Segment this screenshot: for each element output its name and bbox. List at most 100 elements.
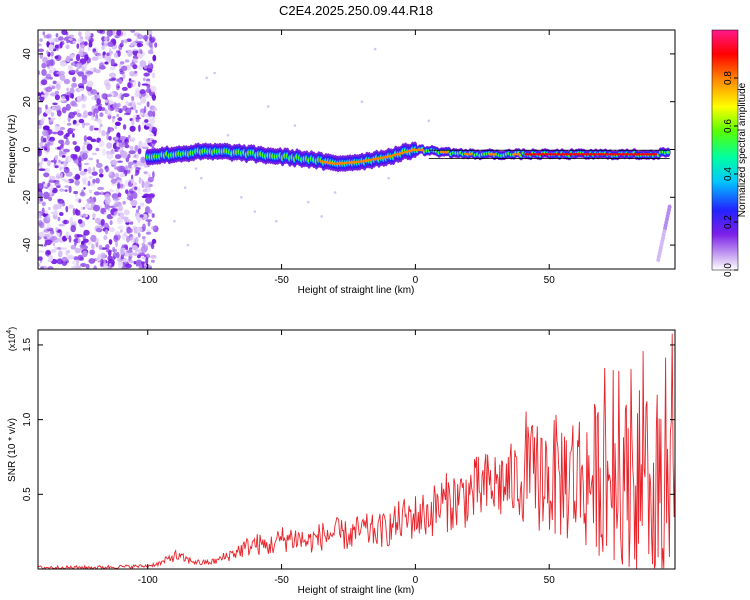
noise-blob [55, 83, 60, 89]
noise-blob [76, 62, 80, 71]
noise-blob [110, 159, 118, 166]
noise-blob [59, 188, 65, 192]
sparse-point [186, 243, 190, 247]
noise-blob [107, 126, 111, 134]
noise-blob [151, 93, 156, 101]
sparse-point [226, 133, 230, 137]
noise-blob [126, 249, 133, 253]
ridge-peak [552, 153, 557, 156]
noise-blob [48, 254, 54, 262]
ridge-peak [347, 161, 352, 164]
noise-blob [151, 117, 157, 120]
noise-blob [76, 112, 82, 118]
noise-blob [52, 80, 57, 85]
noise-blob [61, 147, 65, 151]
noise-blob [137, 81, 141, 88]
noise-blob [145, 219, 153, 222]
noise-blob [38, 263, 41, 267]
ridge-peak [355, 160, 360, 164]
noise-blob [69, 58, 74, 62]
noise-blob [52, 242, 56, 247]
noise-blob [79, 44, 86, 49]
noise-blob [135, 259, 143, 267]
noise-blob [118, 79, 123, 85]
noise-blob [100, 93, 107, 100]
noise-blob [91, 243, 95, 250]
noise-blob [140, 96, 147, 104]
noise-blob [119, 247, 125, 255]
colorbar-tick-label: 0.2 [723, 215, 734, 229]
noise-blob [106, 30, 113, 37]
noise-blob [59, 62, 67, 67]
noise-blob [152, 171, 155, 179]
noise-blob [83, 168, 88, 172]
noise-blob [117, 261, 124, 269]
noise-blob [51, 105, 55, 109]
noise-blob [114, 201, 118, 205]
noise-blob [79, 191, 86, 197]
ridge-peak [399, 151, 405, 155]
noise-blob [90, 138, 97, 143]
noise-blob [42, 31, 46, 36]
ridge-peak [387, 155, 393, 158]
noise-blob [145, 80, 152, 84]
noise-blob [76, 109, 80, 115]
noise-blob [124, 138, 129, 142]
noise-blob [77, 38, 84, 43]
noise-blob [108, 263, 112, 266]
noise-blob [65, 140, 70, 146]
noise-blob [43, 168, 51, 173]
noise-blob [76, 43, 80, 49]
noise-blob [45, 73, 52, 80]
noise-blob [74, 175, 78, 180]
noise-blob [54, 125, 60, 131]
noise-blob [150, 254, 157, 259]
noise-blob [48, 117, 51, 120]
noise-blob [99, 123, 103, 128]
noise-blob [136, 42, 144, 48]
noise-blob [99, 173, 104, 178]
noise-blob [123, 219, 131, 223]
noise-blob [101, 40, 105, 46]
ridge-peak [359, 160, 365, 163]
ridge-peak [319, 160, 324, 163]
noise-blob [65, 55, 71, 63]
noise-blob [50, 160, 56, 163]
ridge-peak [612, 153, 617, 156]
noise-blob [48, 207, 51, 210]
noise-blob [52, 102, 58, 106]
colorbar-gradient [711, 29, 739, 271]
noise-blob [95, 147, 100, 152]
noise-blob [89, 249, 95, 256]
noise-blob [120, 94, 124, 101]
noise-blob [118, 142, 123, 147]
ridge-peak [512, 153, 517, 156]
noise-blob [93, 191, 100, 196]
noise-blob [65, 205, 69, 213]
noise-blob [78, 31, 82, 37]
noise-blob [65, 44, 70, 50]
noise-blob [63, 219, 67, 225]
ridge-peak [339, 161, 344, 165]
ridge-peak [363, 159, 369, 162]
noise-blob [66, 91, 71, 95]
noise-blob [72, 141, 77, 145]
ridge-peak [556, 153, 561, 156]
noise-blob [73, 160, 79, 164]
noise-blob [129, 145, 134, 151]
noise-blob [115, 240, 119, 248]
noise-blob [132, 182, 138, 186]
bottom-xaxis-label: Height of straight line (km) [298, 585, 415, 596]
noise-blob [130, 199, 138, 207]
noise-blob [117, 160, 123, 163]
bottom-axis-ticks: -100 -50 0 50 0.5 1.0 1.5 [22, 330, 675, 586]
noise-blob [150, 259, 155, 263]
noise-blob [147, 176, 154, 183]
noise-blob [121, 65, 128, 72]
noise-blob [43, 236, 48, 240]
noise-blob [68, 34, 75, 38]
noise-blob [65, 96, 69, 100]
noise-blob [81, 66, 85, 73]
noise-blob [38, 48, 45, 53]
noise-blob [124, 59, 130, 63]
